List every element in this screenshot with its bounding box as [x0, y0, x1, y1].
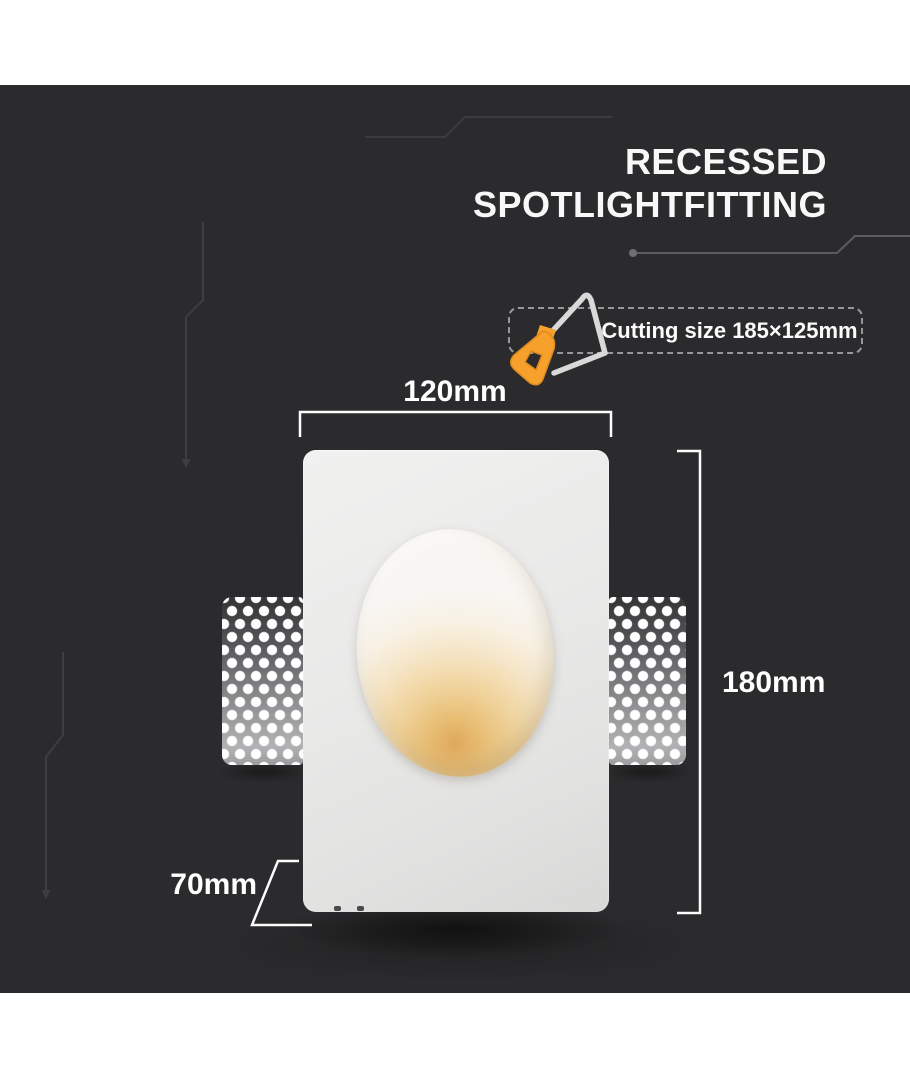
hero-panel: RECESSED SPOTLIGHTFITTING Cutting size 1…: [0, 85, 910, 993]
mounting-flange-right: [609, 597, 686, 765]
depth-dimension-bracket: [250, 859, 312, 927]
cutting-size-badge: Cutting size 185×125mm: [508, 292, 863, 386]
page-title-line1: RECESSED: [624, 141, 827, 182]
hacksaw-icon: [510, 292, 608, 386]
plate-seam-mark: [334, 906, 341, 911]
width-dimension-label: 120mm: [403, 375, 507, 408]
height-dimension-bracket: [677, 449, 702, 915]
flange-shadow: [216, 761, 311, 783]
page-title: RECESSED SPOTLIGHTFITTING: [473, 140, 827, 226]
page-title-line2: SPOTLIGHTFITTING: [473, 184, 827, 225]
mounting-flange-left: [222, 597, 303, 765]
dimension-brackets: [250, 410, 702, 927]
circuit-decoration: [41, 116, 910, 899]
flange-shadow: [603, 761, 693, 783]
cutting-size-label: Cutting size 185×125mm: [601, 317, 858, 343]
height-dimension-label: 180mm: [722, 666, 826, 699]
plate-seam-mark: [357, 906, 364, 911]
depth-dimension-label: 70mm: [170, 868, 257, 901]
width-dimension-bracket: [298, 410, 613, 437]
